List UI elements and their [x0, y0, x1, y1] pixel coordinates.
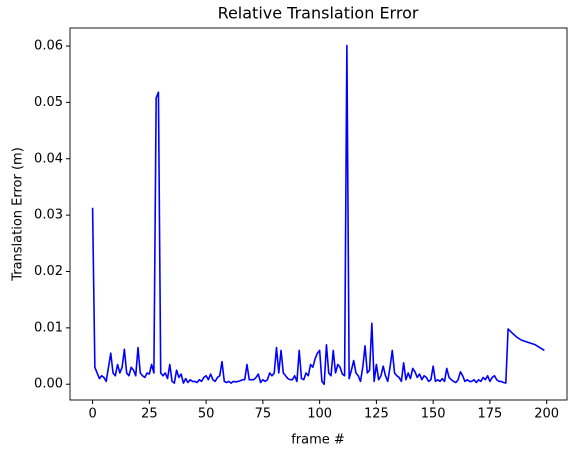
x-tick-label: 25 — [141, 407, 158, 422]
x-tick-label: 200 — [534, 407, 559, 422]
chart-title: Relative Translation Error — [218, 4, 419, 23]
x-tick-label: 125 — [364, 407, 389, 422]
y-tick-label: 0.06 — [34, 39, 63, 54]
y-tick-label: 0.03 — [34, 208, 63, 223]
x-tick-label: 175 — [478, 407, 503, 422]
y-tick-label: 0.02 — [34, 264, 63, 279]
x-tick-label: 0 — [88, 407, 96, 422]
data-line — [91, 44, 545, 386]
axes-frame — [69, 27, 568, 401]
x-tick-label: 100 — [307, 407, 332, 422]
y-tick-label: 0.05 — [34, 95, 63, 110]
x-tick-label: 50 — [198, 407, 215, 422]
x-tick-label: 150 — [421, 407, 446, 422]
y-axis-label: Translation Error (m) — [11, 147, 26, 282]
x-tick-label: 75 — [255, 407, 272, 422]
y-tick-label: 0.04 — [34, 151, 63, 166]
y-tick-label: 0.01 — [34, 320, 63, 335]
y-tick-label: 0.00 — [34, 377, 63, 392]
x-axis-label: frame # — [291, 433, 345, 448]
